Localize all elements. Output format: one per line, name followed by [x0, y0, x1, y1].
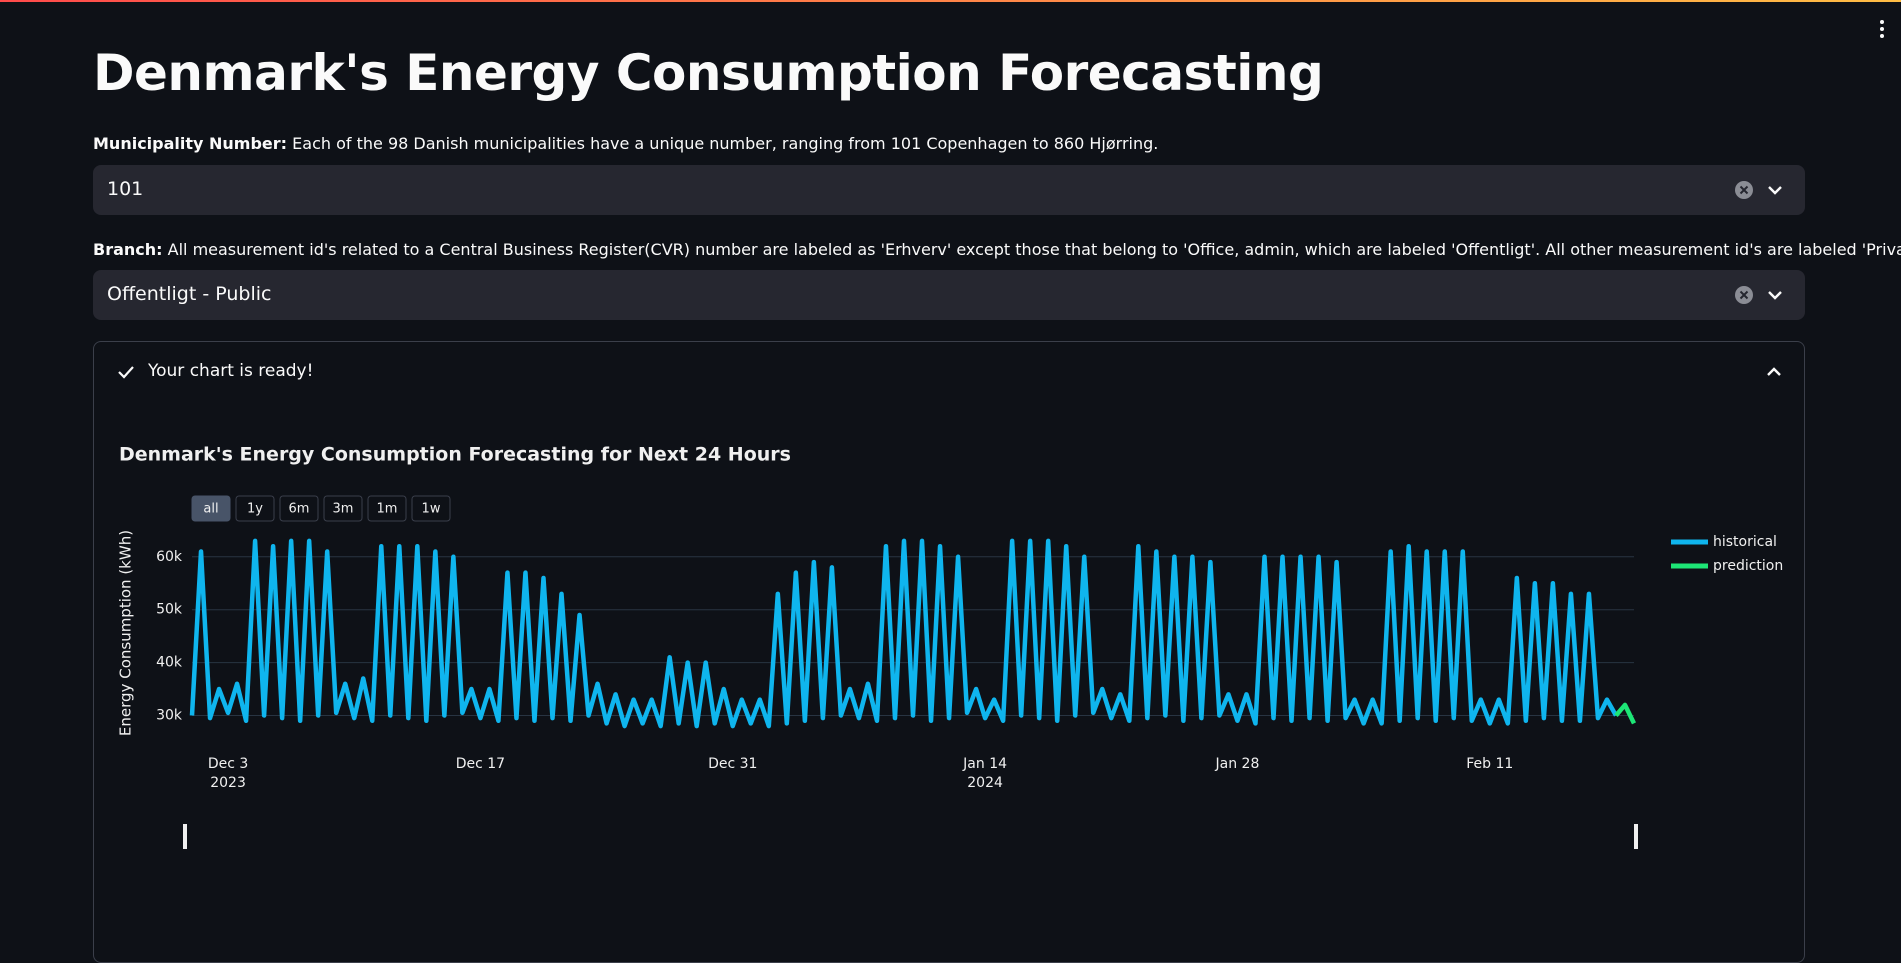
chart: Denmark's Energy Consumption Forecasting…: [117, 444, 1783, 849]
check-icon: [118, 366, 134, 379]
legend-label: prediction: [1713, 558, 1783, 574]
range-button-label[interactable]: 1w: [422, 502, 441, 517]
field-label: Branch:: [93, 240, 163, 259]
y-tick-label: 50k: [156, 602, 183, 618]
range-slider-handle[interactable]: [1634, 824, 1638, 849]
range-button[interactable]: [191, 495, 231, 522]
x-tick-label: Dec 3: [208, 756, 248, 772]
range-button-label[interactable]: 1m: [377, 502, 398, 517]
x-tick-year: 2024: [967, 775, 1003, 791]
range-button[interactable]: [235, 495, 275, 522]
range-slider-handle[interactable]: [183, 824, 187, 849]
range-button[interactable]: [367, 495, 407, 522]
y-tick-label: 60k: [156, 549, 183, 565]
dropdown-icon[interactable]: [1765, 285, 1785, 305]
range-button[interactable]: [411, 495, 451, 522]
x-tick-label: Dec 31: [708, 756, 757, 772]
range-button[interactable]: [323, 495, 363, 522]
select-box[interactable]: 101: [93, 165, 1805, 215]
x-tick-label: Dec 17: [456, 756, 505, 772]
field-help-text: Each of the 98 Danish municipalities hav…: [292, 134, 1159, 153]
clear-icon[interactable]: [1734, 285, 1754, 305]
select-value: Offentligt - Public: [107, 283, 272, 305]
collapse-icon[interactable]: [1764, 362, 1784, 382]
y-tick-label: 40k: [156, 655, 183, 671]
x-tick-label: Jan 14: [962, 756, 1007, 772]
y-tick-label: 30k: [156, 707, 183, 723]
chart-title: Denmark's Energy Consumption Forecasting…: [119, 444, 791, 466]
field-label: Municipality Number:: [93, 134, 288, 153]
dropdown-icon[interactable]: [1765, 180, 1785, 200]
legend-label: historical: [1713, 534, 1777, 550]
x-tick-label: Jan 28: [1215, 756, 1260, 772]
series-line: [189, 538, 1618, 729]
range-button-label[interactable]: all: [203, 502, 218, 517]
page-title: Denmark's Energy Consumption Forecasting: [93, 44, 1324, 102]
select-box[interactable]: Offentligt - Public: [93, 270, 1805, 320]
y-axis-label: Energy Consumption (kWh): [117, 530, 135, 736]
x-tick-year: 2023: [210, 775, 246, 791]
range-button-label[interactable]: 3m: [333, 502, 354, 517]
main-menu[interactable]: [1876, 18, 1888, 40]
select-value: 101: [107, 178, 144, 200]
field-help-text: All measurement id's related to a Centra…: [167, 240, 1901, 259]
x-tick-label: Feb 11: [1466, 756, 1513, 772]
top-decoration: [0, 0, 1901, 2]
series-line: [1614, 702, 1637, 725]
range-button-label[interactable]: 1y: [247, 502, 263, 517]
field-help: Branch: All measurement id's related to …: [93, 240, 1901, 259]
expander-label[interactable]: Your chart is ready!: [148, 361, 314, 381]
range-button-label[interactable]: 6m: [289, 502, 310, 517]
field-help: Municipality Number: Each of the 98 Dani…: [93, 134, 1158, 153]
clear-icon[interactable]: [1734, 180, 1754, 200]
range-button[interactable]: [279, 495, 319, 522]
